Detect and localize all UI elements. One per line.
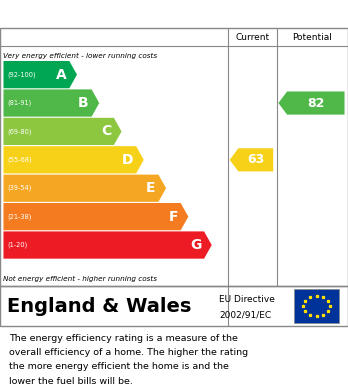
Text: C: C <box>101 124 111 138</box>
Text: lower the fuel bills will be.: lower the fuel bills will be. <box>9 377 133 386</box>
Text: (92-100): (92-100) <box>8 72 36 78</box>
Text: (81-91): (81-91) <box>8 100 32 106</box>
Text: (55-68): (55-68) <box>8 156 32 163</box>
Bar <box>294 289 339 323</box>
Polygon shape <box>3 175 166 202</box>
Text: The energy efficiency rating is a measure of the: The energy efficiency rating is a measur… <box>9 334 238 343</box>
Text: Energy Efficiency Rating: Energy Efficiency Rating <box>9 7 230 22</box>
Text: E: E <box>146 181 156 195</box>
Polygon shape <box>3 203 188 230</box>
Text: Current: Current <box>235 32 269 41</box>
Polygon shape <box>230 148 273 171</box>
Polygon shape <box>3 90 99 117</box>
Polygon shape <box>3 146 144 174</box>
Text: Potential: Potential <box>292 32 332 41</box>
Text: F: F <box>168 210 178 224</box>
Text: 2002/91/EC: 2002/91/EC <box>219 310 271 319</box>
Text: 63: 63 <box>247 153 264 166</box>
Polygon shape <box>3 61 77 88</box>
Polygon shape <box>278 91 345 115</box>
Text: A: A <box>56 68 66 82</box>
Text: 82: 82 <box>307 97 324 109</box>
Text: G: G <box>190 238 201 252</box>
Text: the more energy efficient the home is and the: the more energy efficient the home is an… <box>9 362 229 371</box>
Text: Very energy efficient - lower running costs: Very energy efficient - lower running co… <box>3 53 158 59</box>
Text: England & Wales: England & Wales <box>7 296 191 316</box>
Text: (1-20): (1-20) <box>8 242 28 248</box>
Text: (21-38): (21-38) <box>8 213 32 220</box>
Polygon shape <box>3 231 212 259</box>
Text: B: B <box>78 96 89 110</box>
Text: EU Directive: EU Directive <box>219 296 275 305</box>
Text: (39-54): (39-54) <box>8 185 32 192</box>
Text: (69-80): (69-80) <box>8 128 32 135</box>
Text: overall efficiency of a home. The higher the rating: overall efficiency of a home. The higher… <box>9 348 248 357</box>
Text: D: D <box>122 153 133 167</box>
Polygon shape <box>3 118 121 145</box>
Text: Not energy efficient - higher running costs: Not energy efficient - higher running co… <box>3 276 158 282</box>
